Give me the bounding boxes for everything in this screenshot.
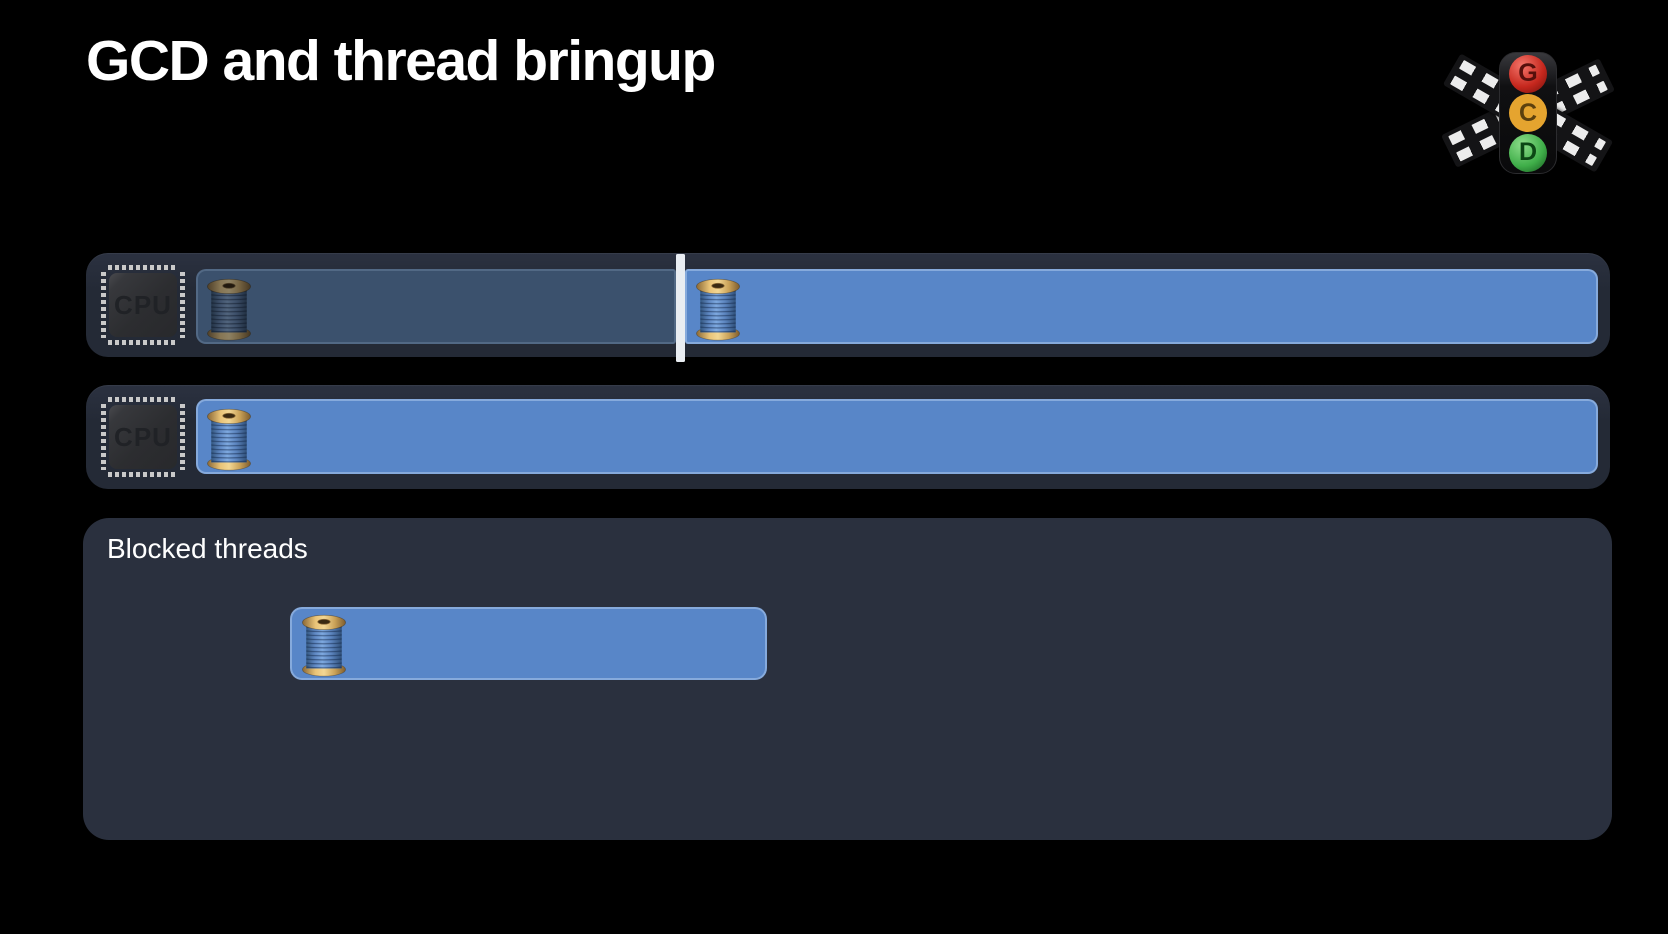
red-light-icon: G bbox=[1509, 54, 1547, 93]
blocked-thread-bar bbox=[290, 607, 767, 680]
thread-spool-icon bbox=[695, 278, 741, 341]
chip-pins bbox=[108, 397, 178, 402]
cpu-row-2: CPU bbox=[86, 385, 1610, 489]
chip-pins bbox=[101, 404, 106, 470]
thread-bar-active bbox=[196, 399, 1598, 474]
chip-pins bbox=[108, 340, 178, 345]
cpu-chip-icon: CPU bbox=[101, 265, 185, 345]
thread-spool-icon bbox=[206, 408, 252, 471]
thread-bar-dimmed bbox=[196, 269, 676, 344]
amber-light-icon: C bbox=[1509, 94, 1547, 132]
blocked-threads-panel: Blocked threads bbox=[83, 518, 1612, 840]
cpu-row-1: CPU bbox=[86, 253, 1610, 362]
gcd-traffic-light-icon: G C D bbox=[1441, 52, 1615, 174]
chip-body: CPU bbox=[109, 273, 177, 337]
chip-pins bbox=[108, 265, 178, 270]
chip-pins bbox=[180, 272, 185, 338]
playhead-marker bbox=[676, 254, 685, 362]
chip-body: CPU bbox=[109, 405, 177, 469]
cpu-chip-icon: CPU bbox=[101, 397, 185, 477]
thread-spool-icon bbox=[301, 614, 347, 677]
cpu-chip-label: CPU bbox=[114, 421, 172, 452]
green-light-icon: D bbox=[1509, 133, 1547, 172]
chip-pins bbox=[180, 404, 185, 470]
cpu-chip-label: CPU bbox=[114, 289, 172, 320]
page-title: GCD and thread bringup bbox=[86, 29, 716, 93]
blocked-threads-label: Blocked threads bbox=[107, 533, 308, 564]
traffic-light-body: G C D bbox=[1499, 52, 1557, 174]
thread-spool-icon bbox=[206, 278, 252, 341]
chip-pins bbox=[101, 272, 106, 338]
chip-pins bbox=[108, 472, 178, 477]
thread-bar-active bbox=[685, 269, 1598, 344]
